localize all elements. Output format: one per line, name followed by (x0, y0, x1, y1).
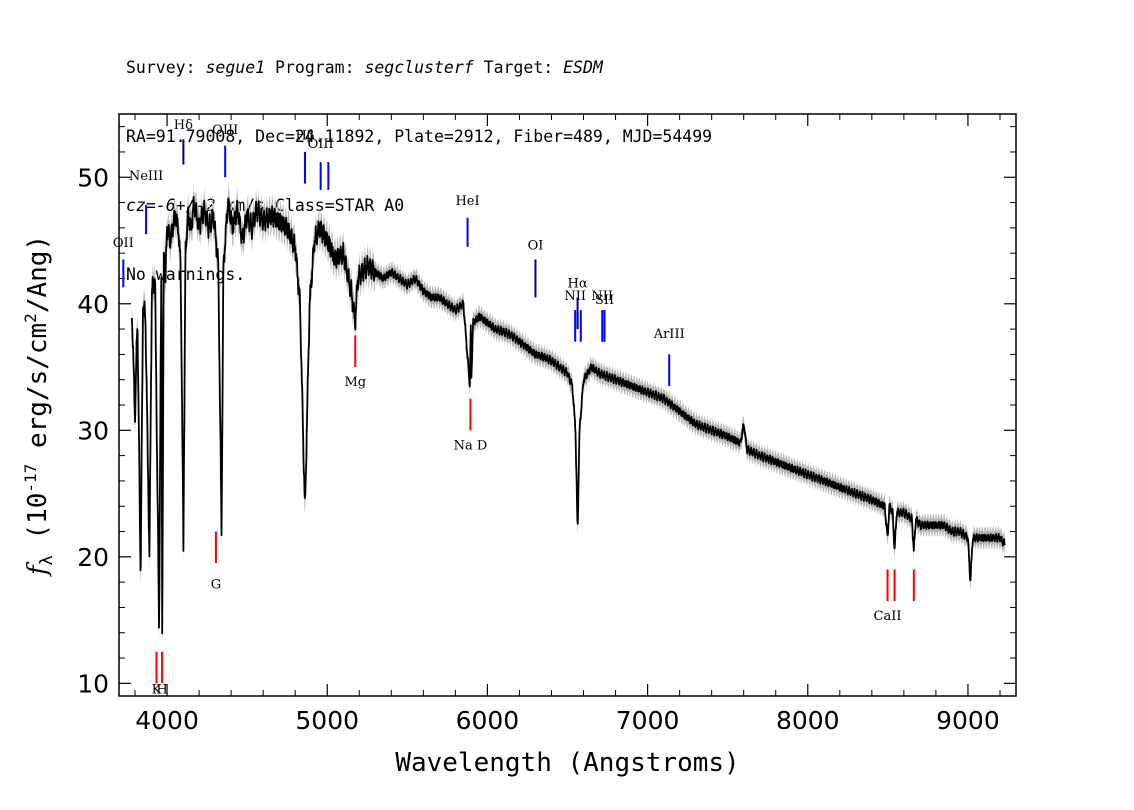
line-marker-label: Hδ (174, 118, 193, 133)
y-axis-label: fλ (10-17 erg/s/cm2/Ang) (21, 235, 57, 577)
program-label: Program: (265, 58, 365, 77)
y-tick-label: 10 (77, 669, 109, 698)
line-marker-label: NII (564, 289, 586, 304)
line-marker-label: NII (591, 289, 613, 304)
error-band-area (131, 183, 1005, 648)
line-marker-label: H (156, 682, 167, 697)
line-marker-label: OI (528, 238, 544, 253)
y-tick-label: 40 (77, 290, 109, 319)
line-marker-label: OIII (308, 137, 334, 152)
line-marker-label: OIII (212, 123, 238, 138)
cz-label: cz= (126, 196, 156, 215)
line-marker-label: Hβ (296, 128, 315, 143)
line-marker-label: OII (113, 236, 134, 251)
spectrum-line (130, 196, 1006, 635)
x-tick-label: 4000 (135, 706, 199, 735)
cz-value: -6+/-2 (155, 196, 216, 215)
x-tick-label: 7000 (616, 706, 680, 735)
survey-value: segue1 (205, 58, 266, 77)
y-tick-label: 50 (77, 163, 109, 192)
x-tick-label: 5000 (295, 706, 359, 735)
survey-label: Survey: (126, 58, 206, 77)
target-value: ESDM (563, 58, 603, 77)
y-tick-label: 20 (77, 543, 109, 572)
line-marker-label: CaII (874, 609, 902, 624)
axis-ticks: 4000 5000 6000 7000 8000 9000 10 20 30 40 50 (77, 114, 1016, 735)
x-tick-label: 8000 (776, 706, 840, 735)
line-marker-label: ArIII (653, 327, 685, 342)
x-tick-label: 6000 (456, 706, 520, 735)
line-marker-label: K (152, 682, 162, 697)
x-tick-label: 9000 (936, 706, 1000, 735)
x-axis-label: Wavelength (Angstroms) (395, 748, 739, 778)
line-marker-label: NeIII (129, 169, 163, 184)
y-tick-label: 30 (77, 416, 109, 445)
line-marker-label: HeI (455, 194, 479, 209)
target-label: Target: (473, 58, 564, 77)
line-marker-label: Mg (344, 375, 366, 390)
line-marker-label: Hα (568, 276, 588, 291)
line-marker-label: Na D (454, 438, 488, 453)
header-line-2: RA=91.79008, Dec=24.11892, Plate=2912, F… (126, 127, 713, 146)
error-band (131, 183, 1005, 648)
line-marker-label: SII (595, 293, 614, 308)
header-line-1: Survey: segue1 Program: segclusterf Targ… (126, 56, 712, 79)
spectrum-series (130, 196, 1006, 635)
line-marker-label: G (211, 577, 221, 592)
program-value: segclusterf (364, 58, 474, 77)
